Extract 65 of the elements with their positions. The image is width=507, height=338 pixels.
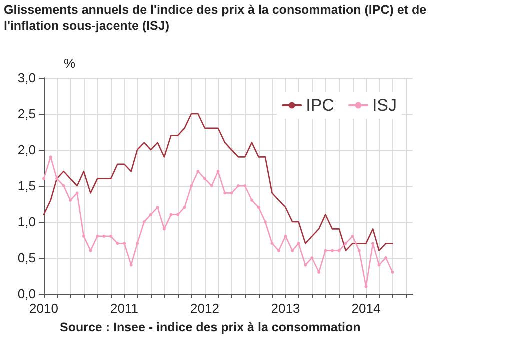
- source-note: Source : Insee - indice des prix à la consommation: [60, 320, 361, 334]
- point: [310, 256, 314, 260]
- y-tick-label: 2,5: [18, 106, 36, 122]
- line-series: [43, 113, 394, 252]
- point: [257, 206, 260, 210]
- point: [170, 213, 173, 216]
- point: [304, 264, 308, 267]
- y-tick-label: 2,0: [18, 142, 36, 158]
- point: [364, 285, 368, 288]
- x-tick-label: 2014: [352, 301, 381, 316]
- point: [216, 170, 220, 174]
- y-tick-label: 0,0: [18, 286, 36, 302]
- point: [49, 156, 52, 159]
- x-tick-label: 2012: [190, 301, 220, 316]
- x-tick-label: 2013: [271, 301, 300, 316]
- point: [372, 242, 375, 246]
- point: [338, 249, 341, 252]
- y-tick-label: 1,0: [18, 214, 36, 230]
- point: [156, 206, 160, 210]
- point: [351, 234, 354, 238]
- y-tick-label: 3,0: [18, 70, 36, 86]
- point: [102, 234, 106, 238]
- point: [196, 170, 200, 174]
- point: [162, 228, 166, 231]
- point: [204, 177, 207, 180]
- x-tick-label: 2011: [110, 301, 138, 316]
- point: [42, 177, 46, 180]
- point: [291, 249, 294, 252]
- point: [149, 213, 152, 216]
- chart-title: Glissements annuels de l'indice des prix à la consommation (IPC) et de l'inflation sous-jacente (ISJ): [4, 2, 428, 34]
- point: [250, 198, 254, 202]
- point: [244, 184, 247, 188]
- point: [270, 242, 274, 246]
- point: [96, 234, 100, 238]
- y-tick-label: 1,5: [18, 178, 36, 194]
- legend-label: ISJ: [372, 96, 397, 115]
- point: [176, 213, 180, 216]
- y-axis-title: %: [64, 56, 76, 71]
- point: [378, 264, 381, 267]
- point: [344, 242, 348, 246]
- line-series: [42, 156, 394, 288]
- point: [277, 249, 280, 252]
- point: [224, 192, 227, 195]
- y-tick-label: 0,5: [18, 250, 36, 266]
- point: [331, 249, 334, 252]
- point: [110, 234, 113, 238]
- point: [116, 242, 120, 246]
- point: [136, 242, 140, 246]
- point: [183, 206, 186, 210]
- point: [230, 192, 234, 195]
- point: [130, 264, 133, 267]
- point: [324, 249, 328, 252]
- point: [56, 177, 59, 180]
- point: [391, 270, 394, 274]
- point: [297, 242, 300, 246]
- point: [210, 184, 214, 188]
- x-tick-label: 2010: [30, 301, 58, 316]
- point: [76, 192, 79, 195]
- point: [284, 234, 288, 238]
- point: [142, 220, 146, 224]
- point: [358, 249, 361, 252]
- point: [123, 242, 126, 246]
- point: [82, 234, 86, 238]
- point: [62, 184, 66, 188]
- legend-label: IPC: [306, 96, 334, 115]
